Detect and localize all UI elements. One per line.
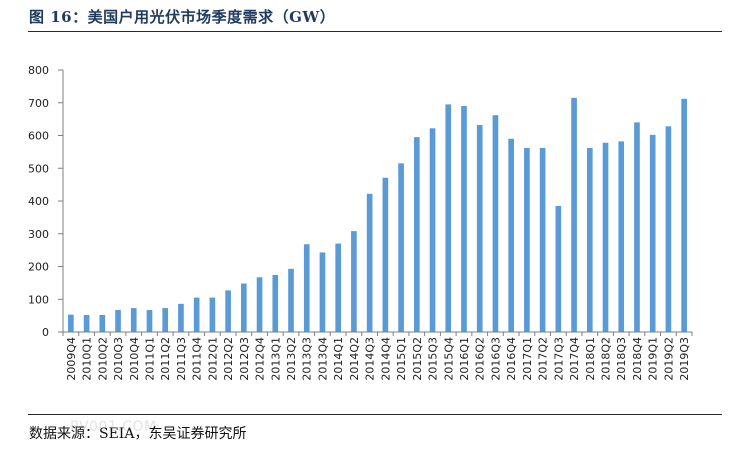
x-tick-label: 2016Q1 — [458, 337, 471, 381]
bar-2011Q3 — [178, 303, 184, 332]
y-tick-label: 0 — [42, 326, 49, 339]
x-tick-label: 2019Q1 — [647, 337, 660, 381]
x-tick-label: 2017Q3 — [552, 337, 565, 381]
x-tick-label: 2014Q2 — [348, 337, 361, 381]
bar-2012Q3 — [241, 283, 247, 332]
x-tick-label: 2010Q2 — [96, 337, 109, 381]
bar-2018Q4 — [634, 122, 640, 333]
bar-2018Q3 — [618, 141, 625, 332]
x-tick-label: 2016Q3 — [489, 337, 502, 381]
watermark: PV001.COM — [70, 419, 157, 435]
x-tick-label: 2017Q2 — [537, 337, 550, 381]
bar-2017Q1 — [524, 147, 530, 332]
x-tick-label: 2018Q4 — [631, 337, 644, 381]
bar-2016Q4 — [508, 138, 514, 332]
y-tick-label: 800 — [28, 64, 49, 77]
chart-title: 图 16：美国户用光伏市场季度需求（GW） — [29, 8, 336, 26]
bar-2013Q4 — [319, 252, 326, 332]
footer-divider — [28, 414, 722, 415]
bar-2013Q3 — [303, 244, 310, 332]
bar-2010Q3 — [115, 310, 121, 332]
bar-2013Q2 — [288, 268, 294, 332]
x-tick-label: 2013Q1 — [269, 337, 282, 381]
x-tick-label: 2012Q3 — [238, 337, 251, 381]
x-tick-label: 2016Q2 — [474, 337, 487, 381]
bar-2014Q1 — [335, 243, 342, 332]
x-tick-label: 2012Q4 — [254, 337, 267, 381]
bars — [68, 97, 687, 333]
bar-2014Q3 — [366, 193, 373, 332]
bar-2018Q2 — [602, 142, 609, 332]
bar-2010Q1 — [83, 314, 90, 332]
bar-2014Q2 — [351, 231, 357, 332]
bar-2019Q1 — [649, 134, 656, 332]
x-tick-label: 2017Q1 — [521, 337, 534, 381]
x-tick-label: 2012Q2 — [222, 337, 235, 381]
bar-2017Q2 — [539, 147, 546, 332]
x-tick-label: 2010Q1 — [81, 337, 94, 381]
x-tick-label: 2010Q4 — [128, 337, 141, 381]
y-tick-label: 100 — [28, 293, 49, 306]
x-tick-label: 2012Q1 — [206, 337, 219, 381]
source-note: 数据来源：SEIA，东吴证券研究所 — [29, 426, 247, 442]
x-tick-label: 2015Q2 — [411, 337, 424, 381]
x-axis-ticks: 2009Q4 2010Q1 2010Q2 2010Q3 2010Q4 2011Q1 2011… — [62, 332, 693, 381]
x-tick-label: 2017Q4 — [568, 337, 581, 381]
x-tick-label: 2015Q1 — [395, 337, 408, 381]
bar-2015Q4 — [445, 104, 452, 332]
bar-2010Q4 — [130, 308, 137, 332]
y-tick-label: 600 — [28, 130, 49, 143]
x-tick-label: 2013Q4 — [316, 337, 329, 381]
bar-2011Q4 — [193, 297, 200, 332]
x-tick-label: 2009Q4 — [65, 337, 78, 381]
bar-2010Q2 — [99, 314, 106, 332]
x-tick-label: 2013Q2 — [285, 337, 298, 381]
y-tick-label: 700 — [28, 97, 49, 110]
x-tick-label: 2016Q4 — [505, 337, 518, 381]
bar-2013Q1 — [272, 275, 279, 332]
y-axis-ticks: 0 100 200 300 400 500 600 700 800 — [28, 64, 63, 339]
x-tick-label: 2018Q3 — [615, 337, 628, 381]
bar-2016Q1 — [461, 106, 467, 333]
y-tick-label: 200 — [28, 261, 49, 274]
x-tick-label: 2019Q2 — [662, 337, 675, 381]
bar-2016Q3 — [492, 115, 499, 332]
x-tick-label: 2014Q4 — [379, 337, 392, 381]
bar-2015Q3 — [429, 128, 436, 332]
x-tick-label: 2019Q3 — [678, 337, 691, 381]
bar-2015Q2 — [413, 137, 420, 332]
x-tick-label: 2013Q3 — [301, 337, 314, 381]
bar-2017Q3 — [555, 205, 562, 332]
x-tick-label: 2011Q1 — [143, 337, 156, 381]
bar-2011Q1 — [146, 310, 153, 332]
bar-2012Q2 — [225, 290, 231, 332]
axes — [62, 70, 692, 333]
x-tick-label: 2011Q4 — [191, 337, 204, 381]
bar-2009Q4 — [68, 314, 74, 332]
y-tick-label: 300 — [28, 228, 49, 241]
x-tick-label: 2018Q2 — [600, 337, 613, 381]
x-tick-label: 2018Q1 — [584, 337, 597, 381]
x-tick-label: 2011Q3 — [175, 337, 188, 381]
x-tick-label: 2010Q3 — [112, 337, 125, 381]
bar-2014Q4 — [382, 177, 389, 332]
bar-2012Q4 — [256, 277, 263, 332]
x-tick-label: 2011Q2 — [159, 337, 172, 381]
bar-2016Q2 — [476, 125, 483, 333]
title-divider — [28, 31, 722, 32]
bar-2019Q2 — [665, 126, 672, 332]
bar-2019Q3 — [681, 98, 687, 332]
bar-2011Q2 — [162, 308, 169, 332]
x-tick-label: 2014Q1 — [332, 337, 345, 381]
bar-2012Q1 — [209, 297, 216, 332]
x-tick-label: 2015Q4 — [442, 337, 455, 381]
y-tick-label: 500 — [28, 162, 49, 175]
bar-2017Q4 — [571, 97, 577, 333]
x-tick-label: 2014Q3 — [364, 337, 377, 381]
x-tick-label: 2015Q3 — [427, 337, 440, 381]
bar-2018Q1 — [586, 147, 593, 332]
bar-2015Q1 — [398, 163, 404, 332]
y-tick-label: 400 — [28, 195, 49, 208]
